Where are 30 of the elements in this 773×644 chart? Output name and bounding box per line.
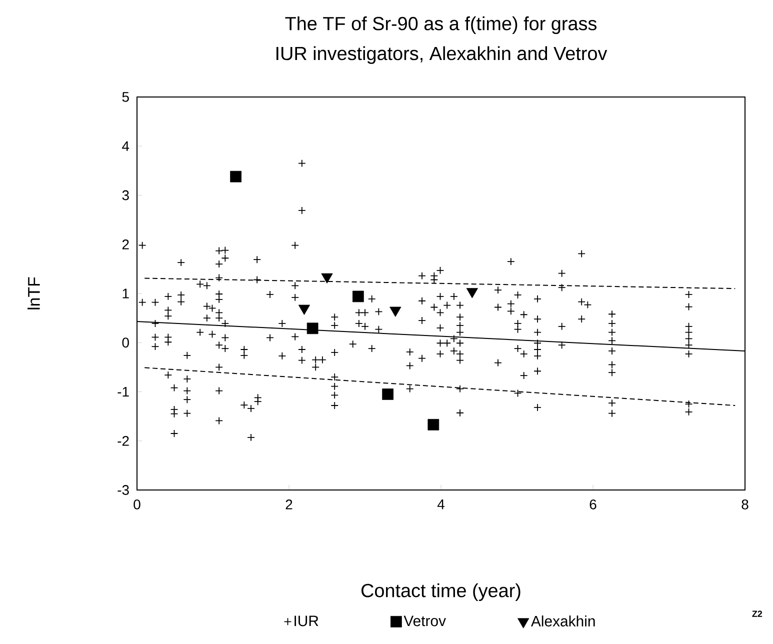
x-axis-title: Contact time (year) xyxy=(361,583,520,601)
y-tick-label: -3 xyxy=(118,485,129,495)
x-tick-label: 0 xyxy=(134,499,140,510)
point xyxy=(428,418,440,430)
point xyxy=(306,322,318,334)
point xyxy=(390,306,402,317)
legend-label: Vetrov xyxy=(404,616,446,626)
y-axis-title: lnTF xyxy=(28,277,40,310)
legend-label: IUR xyxy=(294,616,318,626)
legend-label: Alexakhin xyxy=(530,615,595,626)
text: Z2 xyxy=(752,610,762,617)
y-tick-label: 0 xyxy=(122,338,129,348)
point xyxy=(466,288,478,298)
point xyxy=(382,388,394,400)
chart-title: The TF of Sr-90 as a f(time) for grass xyxy=(285,16,596,34)
point xyxy=(321,273,333,284)
x-tick-label: 6 xyxy=(590,499,596,510)
point xyxy=(298,304,310,315)
point xyxy=(352,290,364,302)
x-tick-label: 8 xyxy=(742,499,748,510)
y-tick-label: -1 xyxy=(118,386,129,397)
y-tick-label: 5 xyxy=(122,92,129,102)
x-tick-label: 2 xyxy=(286,499,292,510)
chart-subtitle: IUR investigators, Alexakhin and Vetrov xyxy=(276,46,608,64)
y-tick-label: -2 xyxy=(118,436,129,446)
y-tick-label: 1 xyxy=(122,288,129,298)
y-tick-label: 3 xyxy=(122,190,129,200)
x-tick-label: 4 xyxy=(437,500,444,510)
y-tick-label: 2 xyxy=(122,239,129,250)
y-tick-label: 4 xyxy=(122,141,130,151)
